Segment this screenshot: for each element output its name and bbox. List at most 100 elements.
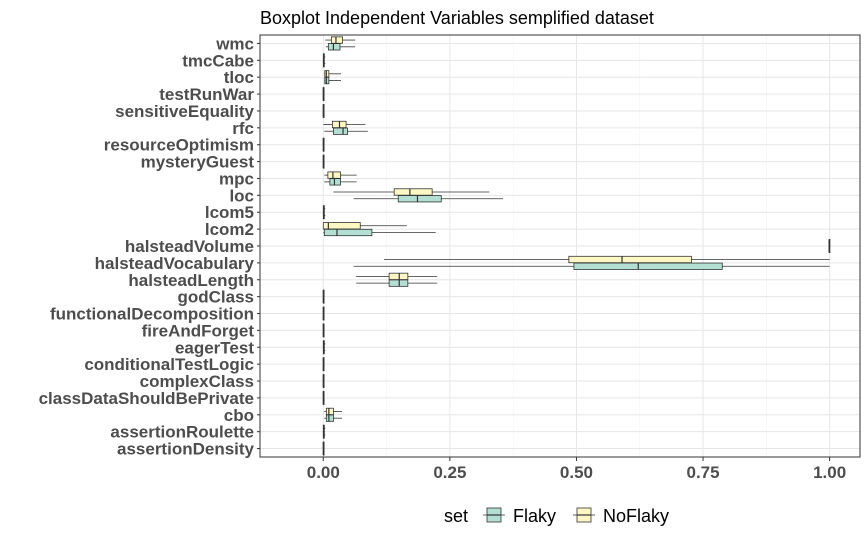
legend-label: NoFlaky	[603, 506, 669, 526]
box-flaky-godClass	[322, 296, 325, 304]
box-flaky-fireAndForget	[322, 330, 325, 338]
y-tick-label: mysteryGuest	[141, 153, 255, 172]
x-tick-label: 0.25	[433, 463, 466, 482]
box-noflaky-resourceOptimism	[322, 137, 325, 145]
box-flaky-complexClass	[322, 380, 325, 389]
y-tick-label: classDataShouldBePrivate	[39, 389, 254, 408]
box-flaky-mpc	[324, 178, 357, 186]
box-noflaky-functionalDecomposition	[322, 306, 325, 314]
box-flaky-mysteryGuest	[322, 161, 325, 169]
y-tick-label: mpc	[219, 169, 254, 188]
box-flaky-halsteadVocabulary	[353, 262, 830, 270]
y-tick-label: tloc	[224, 68, 254, 87]
box-iqr	[327, 43, 341, 51]
box-noflaky-wmc	[325, 36, 356, 44]
y-tick-label: tmcCabe	[182, 51, 254, 70]
y-tick-label: lcom5	[205, 203, 254, 222]
box-noflaky-lcom5	[322, 205, 326, 213]
box-iqr	[388, 272, 409, 280]
y-tick-label: rfc	[232, 119, 254, 138]
box-flaky-halsteadVolume	[828, 245, 831, 253]
legend: set Flaky NoFlaky	[444, 506, 669, 526]
x-tick-label: 0.75	[686, 463, 719, 482]
box-noflaky-assertionDensity	[322, 441, 325, 449]
x-axis-labels: 0.00 0.25 0.50 0.75 1.00	[307, 457, 846, 482]
box-noflaky-eagerTest	[322, 340, 326, 348]
x-tick-label: 0.00	[307, 463, 340, 482]
box-noflaky-mpc	[324, 171, 357, 179]
box-flaky-resourceOptimism	[322, 144, 325, 152]
box-iqr	[323, 228, 373, 237]
y-tick-label: cbo	[224, 406, 254, 425]
x-tick-label: 1.00	[813, 463, 846, 482]
box-noflaky-assertionRoulette	[322, 424, 326, 432]
box-flaky-tmcCabe	[322, 60, 326, 68]
box-flaky-conditionalTestLogic	[322, 363, 325, 372]
y-tick-label: halsteadVolume	[125, 237, 254, 256]
box-noflaky-halsteadVolume	[828, 239, 831, 247]
box-iqr	[325, 414, 334, 422]
box-noflaky-testRunWar	[322, 87, 325, 95]
box-flaky-classDataShouldBePrivate	[322, 397, 325, 405]
box-flaky-functionalDecomposition	[322, 313, 325, 321]
y-tick-label: complexClass	[140, 372, 254, 391]
y-tick-label: resourceOptimism	[104, 136, 254, 155]
box-flaky-assertionDensity	[322, 448, 325, 456]
box-noflaky-conditionalTestLogic	[322, 357, 325, 365]
y-tick-label: loc	[229, 186, 254, 205]
box-flaky-lcom5	[322, 212, 326, 220]
box-noflaky-complexClass	[322, 374, 325, 382]
grid-lines	[259, 35, 860, 457]
box-noflaky-halsteadLength	[356, 272, 438, 280]
box-noflaky-classDataShouldBePrivate	[322, 390, 325, 399]
box-iqr	[330, 36, 343, 44]
box-flaky-rfc	[324, 127, 368, 135]
y-tick-label: halsteadVocabulary	[95, 254, 255, 273]
y-tick-label: functionalDecomposition	[50, 305, 254, 324]
chart-title: Boxplot Independent Variables semplified…	[260, 8, 654, 28]
y-tick-label: lcom2	[205, 220, 254, 239]
box-flaky-cbo	[324, 414, 343, 422]
box-flaky-assertionRoulette	[322, 431, 326, 439]
y-tick-label: wmc	[215, 34, 254, 53]
box-noflaky-tmcCabe	[322, 53, 326, 61]
x-tick-label: 0.50	[560, 463, 593, 482]
y-tick-label: conditionalTestLogic	[84, 355, 254, 374]
box-iqr	[388, 279, 409, 287]
y-axis-labels: wmctmcCabetloctestRunWarsensitiveEqualit…	[39, 34, 260, 459]
box-flaky-testRunWar	[322, 93, 325, 102]
box-noflaky-lcom2	[322, 222, 407, 230]
boxes	[322, 36, 831, 456]
box-flaky-lcom2	[323, 228, 436, 237]
box-flaky-halsteadLength	[356, 279, 438, 287]
y-tick-label: halsteadLength	[128, 271, 254, 290]
box-flaky-sensitiveEquality	[322, 110, 325, 118]
box-iqr	[325, 407, 334, 416]
y-tick-label: sensitiveEquality	[115, 102, 254, 121]
box-noflaky-tloc	[324, 70, 342, 78]
box-noflaky-sensitiveEquality	[322, 103, 325, 112]
box-iqr	[329, 178, 341, 186]
box-iqr	[327, 171, 341, 179]
box-iqr	[397, 195, 442, 203]
box-flaky-loc	[353, 195, 504, 203]
y-tick-label: testRunWar	[159, 85, 254, 104]
legend-entry-flaky: Flaky	[483, 506, 556, 526]
box-noflaky-fireAndForget	[322, 323, 325, 331]
box-iqr	[568, 255, 692, 264]
y-tick-label: godClass	[177, 288, 254, 307]
legend-title: set	[444, 506, 468, 526]
box-noflaky-mysteryGuest	[322, 154, 325, 162]
box-noflaky-godClass	[322, 289, 325, 297]
box-noflaky-cbo	[324, 407, 343, 416]
box-flaky-wmc	[325, 43, 356, 51]
box-iqr	[322, 222, 361, 230]
box-flaky-eagerTest	[322, 347, 326, 355]
box-noflaky-rfc	[323, 120, 366, 129]
box-noflaky-halsteadVocabulary	[384, 255, 830, 264]
box-noflaky-loc	[333, 188, 490, 196]
box-iqr	[573, 262, 723, 270]
box-flaky-tloc	[324, 76, 342, 85]
legend-entry-noflaky: NoFlaky	[573, 506, 669, 526]
